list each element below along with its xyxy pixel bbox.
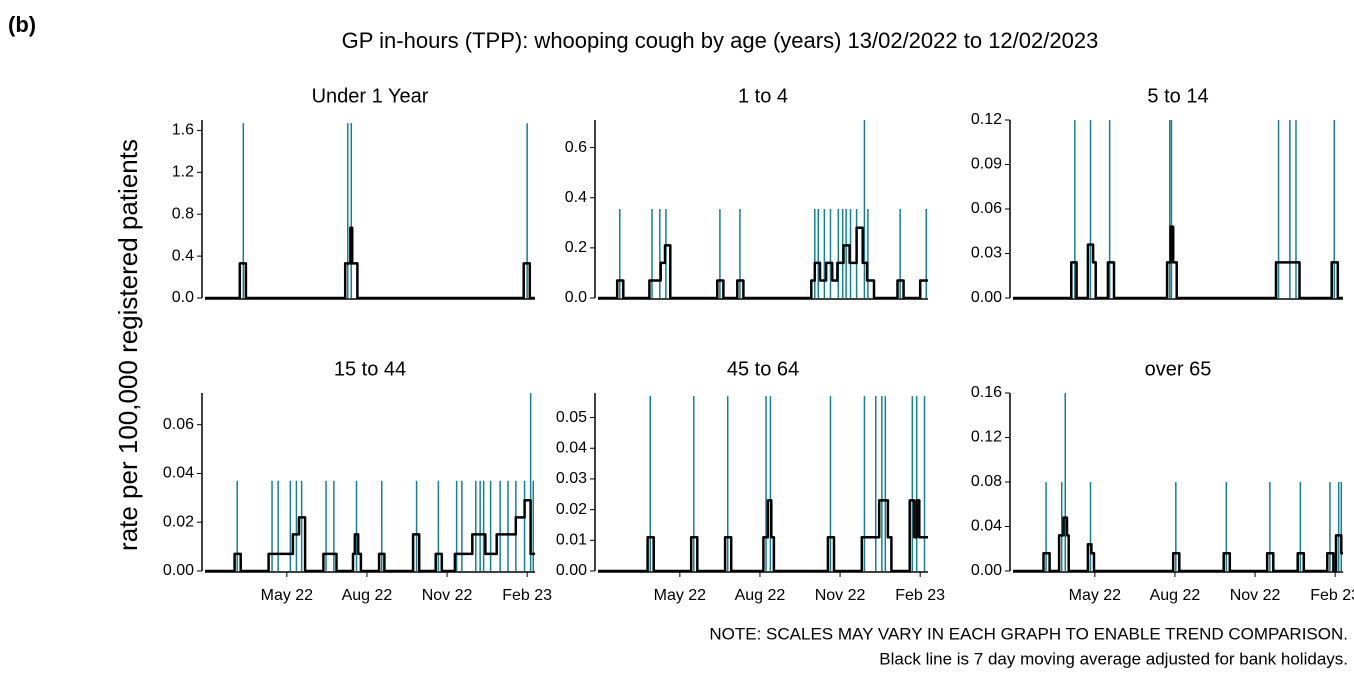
moving-average-line	[1013, 225, 1343, 300]
y-tick-label: 0.04	[971, 518, 1002, 535]
y-tick-label: 0.16	[971, 384, 1002, 401]
y-tick-label: 0.00	[971, 562, 1002, 579]
y-tick-label: 0.06	[971, 200, 1002, 217]
x-tick-label: Aug 22	[735, 587, 786, 604]
y-tick-label: 0.12	[971, 111, 1002, 128]
moving-average-line	[598, 226, 928, 300]
y-tick-label: 0.05	[556, 409, 587, 426]
y-tick-label: 0.02	[556, 501, 587, 518]
y-tick-label: 0.03	[556, 470, 587, 487]
y-tick-label: 0.02	[163, 513, 194, 530]
y-tick-label: 0.00	[971, 289, 1002, 306]
panel-title: 5 to 14	[1147, 85, 1208, 107]
x-tick-label: May 22	[1069, 587, 1122, 604]
x-tick-label: Aug 22	[1150, 587, 1201, 604]
x-tick-label: May 22	[261, 587, 314, 604]
y-tick-label: 0.0	[565, 289, 587, 306]
moving-average-line	[205, 226, 535, 300]
moving-average-line	[598, 499, 928, 573]
y-tick-label: 0.03	[971, 245, 1002, 262]
x-tick-label: Nov 22	[1230, 587, 1281, 604]
y-tick-label: 0.04	[556, 439, 587, 456]
y-tick-label: 0.04	[163, 465, 194, 482]
panel: Under 1 Year 0.0 0.4 0.8 1.2 1.6	[172, 85, 535, 306]
panel-label: (b)	[8, 12, 36, 37]
y-tick-label: 1.6	[172, 122, 194, 139]
y-tick-label: 1.2	[172, 164, 194, 181]
y-tick-label: 0.09	[971, 156, 1002, 173]
y-axis-label: rate per 100,000 registered patients	[113, 139, 143, 551]
x-tick-label: May 22	[654, 587, 707, 604]
panel: 15 to 44 0.00 0.02 0.04 0.06 May 22 Aug 22 Nov …	[163, 358, 552, 604]
y-tick-label: 0.4	[172, 247, 194, 264]
y-tick-label: 0.06	[163, 416, 194, 433]
note: Black line is 7 day moving average adjus…	[879, 649, 1348, 668]
y-tick-label: 0.00	[163, 562, 194, 579]
panel-title: 15 to 44	[334, 358, 406, 380]
moving-average-line	[205, 499, 535, 573]
y-tick-label: 0.01	[556, 532, 587, 549]
y-tick-label: 0.00	[556, 562, 587, 579]
y-tick-label: 0.2	[565, 239, 587, 256]
panel-title: 1 to 4	[738, 85, 788, 107]
y-tick-label: 0.8	[172, 205, 194, 222]
y-tick-label: 0.12	[971, 429, 1002, 446]
x-tick-label: Nov 22	[815, 587, 866, 604]
y-tick-label: 0.4	[565, 189, 587, 206]
panel-title: Under 1 Year	[312, 85, 429, 107]
panel: 1 to 4 0.0 0.2 0.4 0.6	[565, 85, 928, 306]
y-tick-label: 0.0	[172, 289, 194, 306]
panel-title: 45 to 64	[727, 358, 799, 380]
panel: over 65 0.00 0.04 0.08 0.12 0.16 May 22 Aug 22 N…	[971, 358, 1354, 604]
figure-title: GP in-hours (TPP): whooping cough by age…	[342, 28, 1099, 53]
x-tick-label: Feb 23	[1310, 587, 1354, 604]
y-tick-label: 0.08	[971, 473, 1002, 490]
x-tick-label: Feb 23	[502, 587, 552, 604]
panel: 5 to 14 0.00 0.03 0.06 0.09 0.12	[971, 85, 1343, 306]
panel-title: over 65	[1145, 358, 1212, 380]
moving-average-line	[1013, 516, 1343, 573]
panel: 45 to 64 0.00 0.01 0.02 0.03 0.04 0.05 May 22 Au…	[556, 358, 945, 604]
x-tick-label: Feb 23	[895, 587, 945, 604]
x-tick-label: Nov 22	[422, 587, 473, 604]
x-tick-label: Aug 22	[342, 587, 393, 604]
y-tick-label: 0.6	[565, 139, 587, 156]
note: NOTE: SCALES MAY VARY IN EACH GRAPH TO E…	[709, 624, 1348, 643]
